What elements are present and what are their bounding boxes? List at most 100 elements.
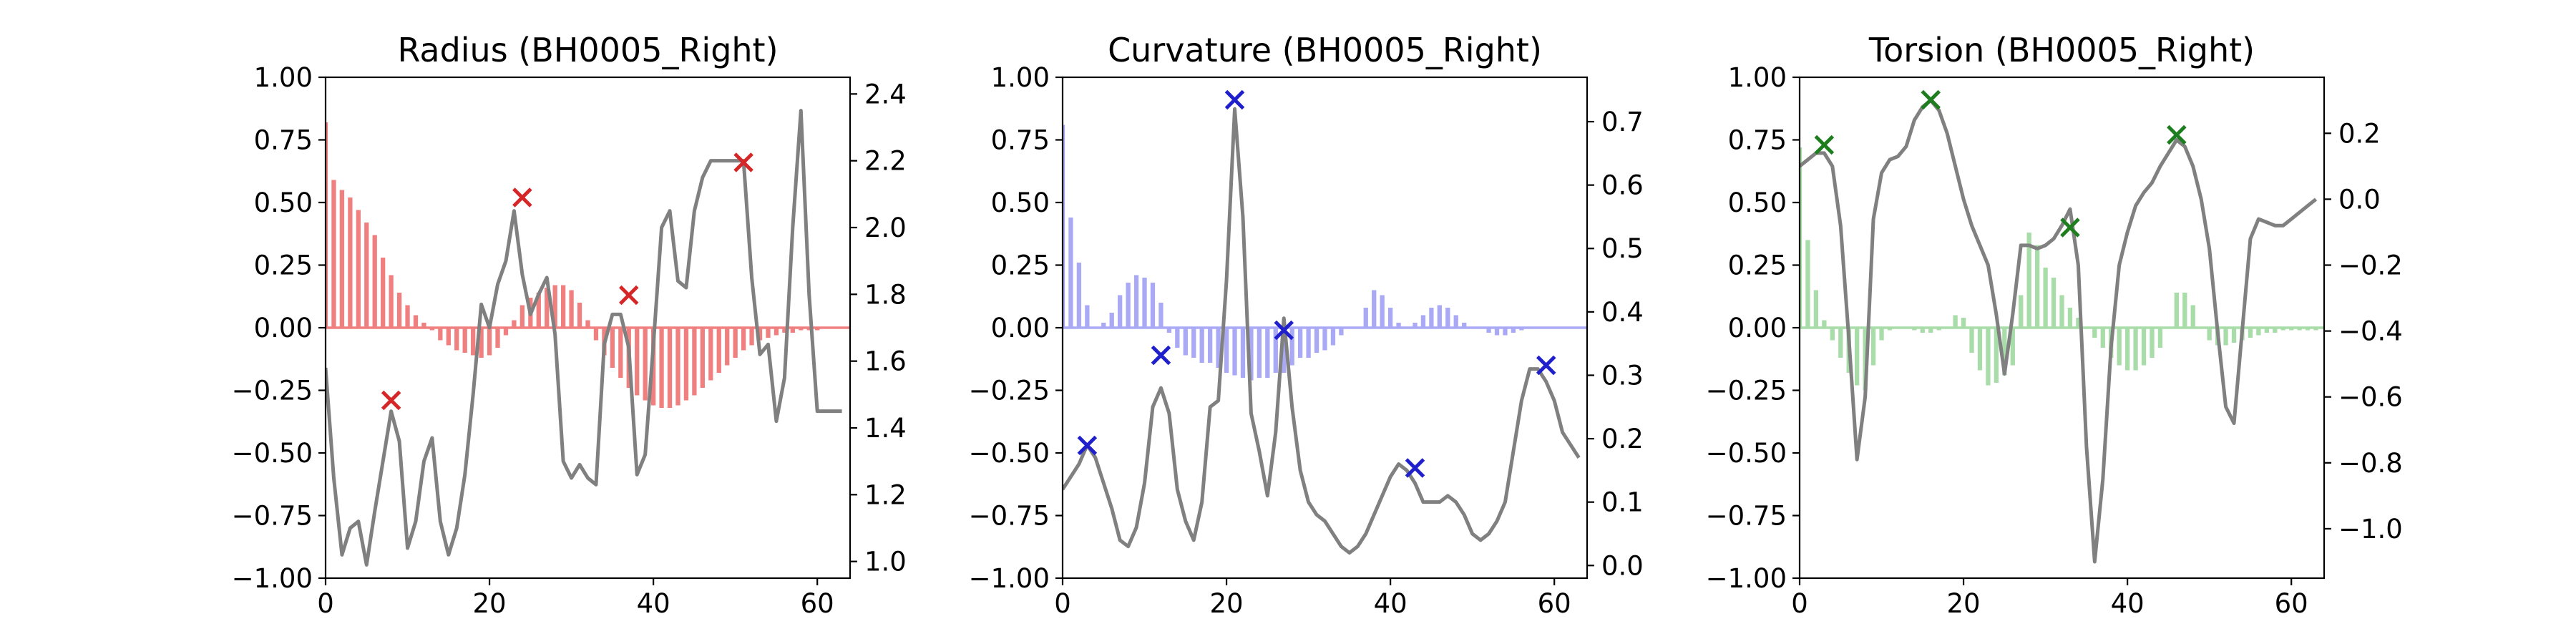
torsion-right-y-tick-label: −0.6 xyxy=(2338,382,2403,413)
curvature-bar xyxy=(1306,328,1311,358)
curvature-y-tick-label: 0.25 xyxy=(991,250,1050,281)
radius-bar xyxy=(396,293,402,328)
radius-bar xyxy=(610,328,615,368)
radius-bar xyxy=(512,320,517,328)
curvature-bar xyxy=(1199,328,1204,363)
torsion-bar xyxy=(2207,328,2212,341)
curvature-bar xyxy=(1126,283,1131,328)
torsion-bar xyxy=(1977,328,1983,371)
curvature-peak-marker xyxy=(1077,435,1098,456)
curvature-bar xyxy=(1462,323,1467,328)
torsion-bar xyxy=(1953,315,1958,328)
radius-y-tick-label: 0.75 xyxy=(254,125,313,156)
torsion-bar xyxy=(2124,328,2130,371)
curvature-bar xyxy=(1166,328,1172,333)
torsion-plot-area xyxy=(1800,98,2324,564)
curvature-bar xyxy=(1109,313,1114,328)
curvature-bar xyxy=(1249,328,1254,381)
radius-bar xyxy=(331,180,336,328)
torsion-bar xyxy=(2059,295,2064,328)
torsion-y-tick-label: 1.00 xyxy=(1728,62,1787,93)
torsion-bar xyxy=(2092,328,2097,338)
chart-panel-radius: 0 20 40 60 1.00 0.75 0.50 0.25 0.00 −0.25 −0.50 −0.… xyxy=(232,31,907,619)
curvature-bar xyxy=(1191,328,1196,358)
curvature-bar xyxy=(1257,328,1262,378)
curvature-y-tick-label: 0.50 xyxy=(991,187,1050,218)
radius-bar xyxy=(749,328,754,346)
torsion-bar xyxy=(2133,328,2138,371)
radius-bar xyxy=(326,122,328,328)
torsion-bar xyxy=(1870,328,1876,366)
curvature-right-y-tick-label: 0.3 xyxy=(1601,360,1644,391)
curvature-right-y-tick-label: 0.4 xyxy=(1601,297,1644,328)
torsion-bar xyxy=(2010,328,2015,366)
curvature-y-tick-label: 1.00 xyxy=(991,62,1050,93)
curvature-plot-area xyxy=(1063,107,1587,555)
torsion-bar xyxy=(1994,328,1999,383)
torsion-bar xyxy=(2117,328,2122,366)
torsion-bar xyxy=(2141,328,2147,366)
radius-right-y-tick-label: 2.4 xyxy=(864,79,907,109)
curvature-bar xyxy=(1387,308,1393,328)
radius-right-y-tick-label: 2.0 xyxy=(864,213,907,243)
radius-right-y-tick-label: 1.4 xyxy=(864,413,907,444)
radius-bar xyxy=(659,328,664,408)
torsion-y-tick-label: 0.75 xyxy=(1728,125,1787,156)
radius-bar xyxy=(364,223,369,328)
torsion-line xyxy=(1800,98,2318,564)
radius-right-y-tick-label: 1.0 xyxy=(864,547,907,577)
curvature-x-tick-label: 20 xyxy=(1210,588,1244,619)
curvature-bar xyxy=(1273,328,1278,373)
torsion-bar xyxy=(2248,328,2253,338)
radius-x-tick-label: 20 xyxy=(473,588,507,619)
curvature-bar xyxy=(1101,323,1106,328)
radius-y-tick-label: −1.00 xyxy=(232,563,313,594)
radius-bar xyxy=(405,305,410,328)
curvature-bar xyxy=(1437,305,1442,328)
radius-bar xyxy=(569,290,574,328)
curvature-peak-marker xyxy=(1274,320,1294,341)
radius-peak-marker xyxy=(512,187,532,208)
curvature-bar xyxy=(1453,315,1458,328)
curvature-chart-title: Curvature (BH0005_Right) xyxy=(1108,31,1542,69)
torsion-bar xyxy=(1805,240,1810,328)
curvature-y-tick-label: 0.75 xyxy=(991,125,1050,156)
curvature-bar xyxy=(1142,278,1147,328)
torsion-bar xyxy=(2034,245,2040,328)
radius-bar xyxy=(643,328,648,401)
radius-bar xyxy=(733,328,738,358)
curvature-peak-marker xyxy=(1151,345,1171,366)
radius-right-y-tick-label: 2.2 xyxy=(864,146,907,177)
radius-bar xyxy=(479,328,484,358)
torsion-bar xyxy=(1969,328,1974,353)
curvature-bar xyxy=(1330,328,1336,346)
curvature-bar xyxy=(1396,323,1401,328)
radius-bar xyxy=(560,285,566,328)
curvature-bar xyxy=(1118,295,1123,328)
radius-bar xyxy=(757,328,763,341)
torsion-peak-marker xyxy=(1921,89,1941,110)
torsion-y-tick-label: 0.25 xyxy=(1728,250,1787,281)
curvature-bar xyxy=(1063,125,1065,328)
curvature-bar xyxy=(1240,328,1246,378)
torsion-right-y-tick-label: 0.2 xyxy=(2338,118,2381,149)
radius-bar xyxy=(635,328,640,396)
chart-panel-curvature: 0 20 40 60 1.00 0.75 0.50 0.25 0.00 −0.25 −0.50 −0.… xyxy=(969,31,1644,619)
torsion-y-tick-label: −0.25 xyxy=(1706,376,1787,406)
torsion-bar xyxy=(1838,328,1843,358)
torsion-right-y-tick-label: −1.0 xyxy=(2338,514,2403,545)
radius-y-tick-label: 0.25 xyxy=(254,250,313,281)
curvature-bar xyxy=(1494,328,1500,336)
radius-bar xyxy=(708,328,713,381)
radius-right-y-tick-label: 1.8 xyxy=(864,279,907,310)
curvature-bar xyxy=(1085,305,1090,328)
torsion-bar xyxy=(1813,290,1819,328)
curvature-bar xyxy=(1282,328,1287,373)
radius-bar xyxy=(372,235,377,328)
torsion-y-tick-label: 0.00 xyxy=(1728,313,1787,343)
curvature-line xyxy=(1063,107,1581,555)
curvature-bar xyxy=(1068,218,1073,328)
curvature-bar xyxy=(1150,283,1156,328)
radius-y-tick-label: 0.50 xyxy=(254,187,313,218)
torsion-right-y-tick-label: 0.0 xyxy=(2338,184,2381,215)
